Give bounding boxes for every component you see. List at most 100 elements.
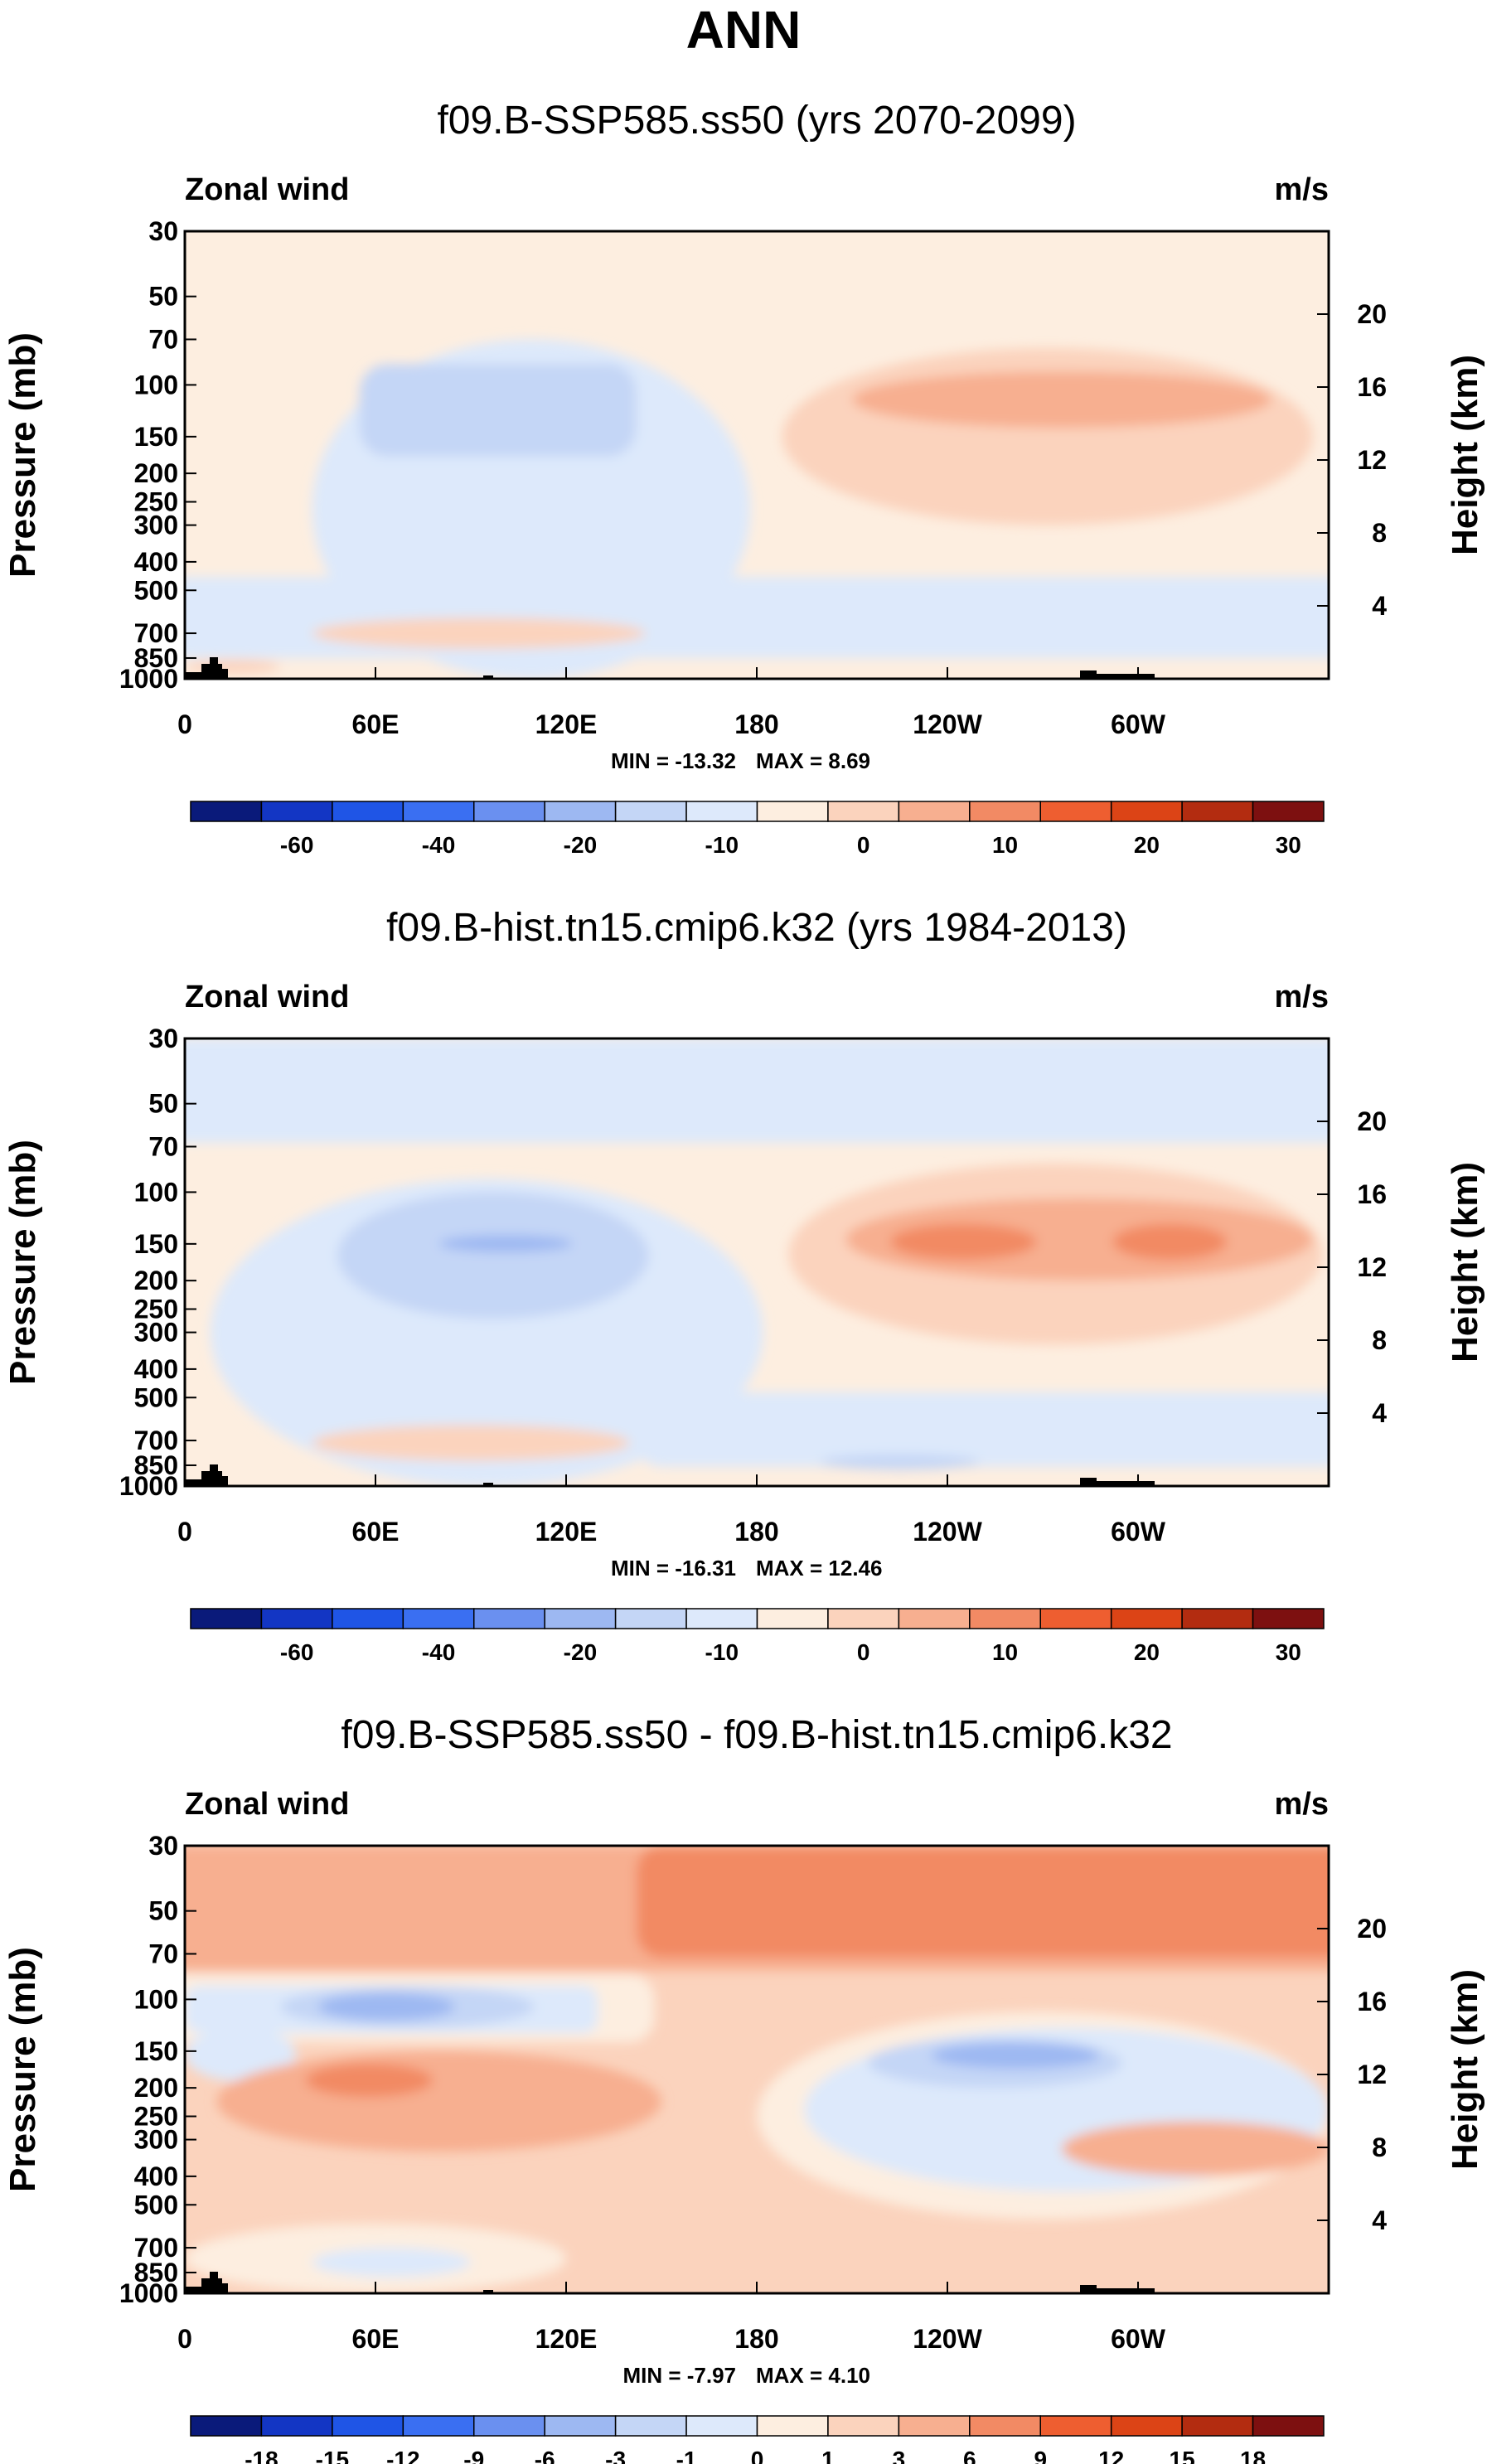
x-tick-label: 0 xyxy=(177,709,192,739)
colorbar-label: -40 xyxy=(422,832,455,858)
colorbar-box xyxy=(544,2415,617,2437)
terrain-2 xyxy=(210,657,218,679)
height-tick-label: 20 xyxy=(1357,1106,1387,1136)
y-tick-label: 50 xyxy=(148,282,178,312)
contour-region-7 xyxy=(890,1223,1037,1261)
max-label: MAX = 8.69 xyxy=(756,748,870,773)
colorbar-box xyxy=(827,1608,900,1629)
left-label: Zonal wind xyxy=(185,172,349,207)
y-tick-label: 250 xyxy=(134,2102,178,2132)
y-tick-label: 400 xyxy=(134,1354,178,1384)
left-label: Zonal wind xyxy=(185,980,349,1014)
colorbar-box xyxy=(969,2415,1041,2437)
colorbar-label: 20 xyxy=(1134,832,1160,858)
colorbar-box xyxy=(190,1608,263,1629)
height-tick-label: 16 xyxy=(1357,372,1387,402)
colorbar-label: -20 xyxy=(564,1639,597,1665)
colorbar-box xyxy=(260,801,333,822)
colorbar-box xyxy=(1110,801,1183,822)
y-tick-label: 50 xyxy=(148,1896,178,1926)
contour-region-4 xyxy=(852,371,1271,428)
colorbar-box xyxy=(544,801,617,822)
colorbar-box xyxy=(260,1608,333,1629)
y-tick-label: 1000 xyxy=(119,664,178,694)
colorbar-box xyxy=(260,2415,333,2437)
colorbar-box xyxy=(969,1608,1041,1629)
colorbar-label: 0 xyxy=(751,2447,764,2464)
x-tick-label: 0 xyxy=(177,1517,192,1547)
colorbar-label: 0 xyxy=(857,832,870,858)
y-tick-label: 30 xyxy=(148,1024,178,1053)
height-tick-label: 20 xyxy=(1357,299,1387,329)
contour-region-1 xyxy=(637,1846,1329,1958)
min-label: MIN = -7.97 xyxy=(622,2363,736,2388)
colorbar-box xyxy=(756,1608,829,1629)
colorbar-label: -40 xyxy=(422,1639,455,1665)
colorbar-label: -60 xyxy=(280,832,313,858)
colorbar-box xyxy=(685,2415,758,2437)
x-tick-label: 60W xyxy=(1111,709,1166,739)
colorbar-label: -9 xyxy=(463,2447,484,2464)
y-tick-label: 70 xyxy=(148,1131,178,1161)
y-tick-label: 850 xyxy=(134,1450,178,1480)
x-tick-label: 60E xyxy=(352,709,400,739)
colorbar-label: -60 xyxy=(280,1639,313,1665)
y-tick-label: 1000 xyxy=(119,2278,178,2308)
colorbar-box xyxy=(402,1608,475,1629)
contour-regions xyxy=(185,1038,1329,1486)
contour-field xyxy=(185,1846,1329,2293)
contour-region-10 xyxy=(820,1454,980,1470)
colorbar-box xyxy=(898,1608,971,1629)
y-tick-label: 300 xyxy=(134,511,178,540)
colorbar-box xyxy=(332,801,404,822)
terrain-3 xyxy=(220,1476,228,1486)
contour-region-5 xyxy=(318,1992,455,2021)
contour-regions xyxy=(185,339,1329,679)
x-tick-label: 180 xyxy=(734,1517,778,1547)
y-tick-label: 500 xyxy=(134,575,178,605)
colorbar-box xyxy=(332,2415,404,2437)
contour-region-8 xyxy=(1112,1223,1228,1261)
y-tick-label: 850 xyxy=(134,2258,178,2287)
x-tick-label: 120W xyxy=(913,1517,982,1547)
contour-region-0 xyxy=(185,1038,1329,1144)
colorbar-box xyxy=(614,1608,687,1629)
min-label: MIN = -16.31 xyxy=(611,1556,736,1581)
y-tick-label: 150 xyxy=(134,422,178,452)
x-tick-label: 60W xyxy=(1111,2324,1166,2354)
colorbar-label: -15 xyxy=(316,2447,349,2464)
contour-field xyxy=(185,1038,1329,1486)
terrain-5 xyxy=(1080,1478,1097,1486)
colorbar-label: 1 xyxy=(821,2447,835,2464)
y-tick-label: 100 xyxy=(134,370,178,399)
height-tick-label: 16 xyxy=(1357,1179,1387,1209)
y-tick-label: 500 xyxy=(134,1382,178,1412)
y-tick-label: 200 xyxy=(134,1266,178,1295)
height-tick-label: 16 xyxy=(1357,1987,1387,2016)
colorbar-box xyxy=(685,1608,758,1629)
y-tick-label: 70 xyxy=(148,1939,178,1968)
colorbar-box xyxy=(685,801,758,822)
terrain-4 xyxy=(483,2290,493,2293)
colorbar-box xyxy=(898,801,971,822)
x-tick-label: 60E xyxy=(352,1517,400,1547)
colorbar-label: 15 xyxy=(1170,2447,1195,2464)
height-tick-label: 4 xyxy=(1372,591,1387,621)
terrain-0 xyxy=(185,1479,201,1486)
terrain-2 xyxy=(210,2272,218,2293)
height-tick-label: 12 xyxy=(1357,1252,1387,1282)
x-tick-label: 60E xyxy=(352,2324,400,2354)
colorbar-box xyxy=(332,1608,404,1629)
panel-p1: f09.B-SSP585.ss50 (yrs 2070-2099) Zonal w… xyxy=(2,99,1485,858)
contour-region-6 xyxy=(185,659,280,674)
terrain-6 xyxy=(1097,674,1155,679)
x-tick-label: 180 xyxy=(734,709,778,739)
x-tick-label: 180 xyxy=(734,2324,778,2354)
colorbar-label: 30 xyxy=(1276,1639,1301,1665)
y-axis-title: Pressure (mb) xyxy=(2,1947,43,2192)
colorbar-box xyxy=(756,2415,829,2437)
terrain-4 xyxy=(483,1483,493,1486)
colorbar-label: -12 xyxy=(386,2447,419,2464)
colorbar-box xyxy=(756,801,829,822)
